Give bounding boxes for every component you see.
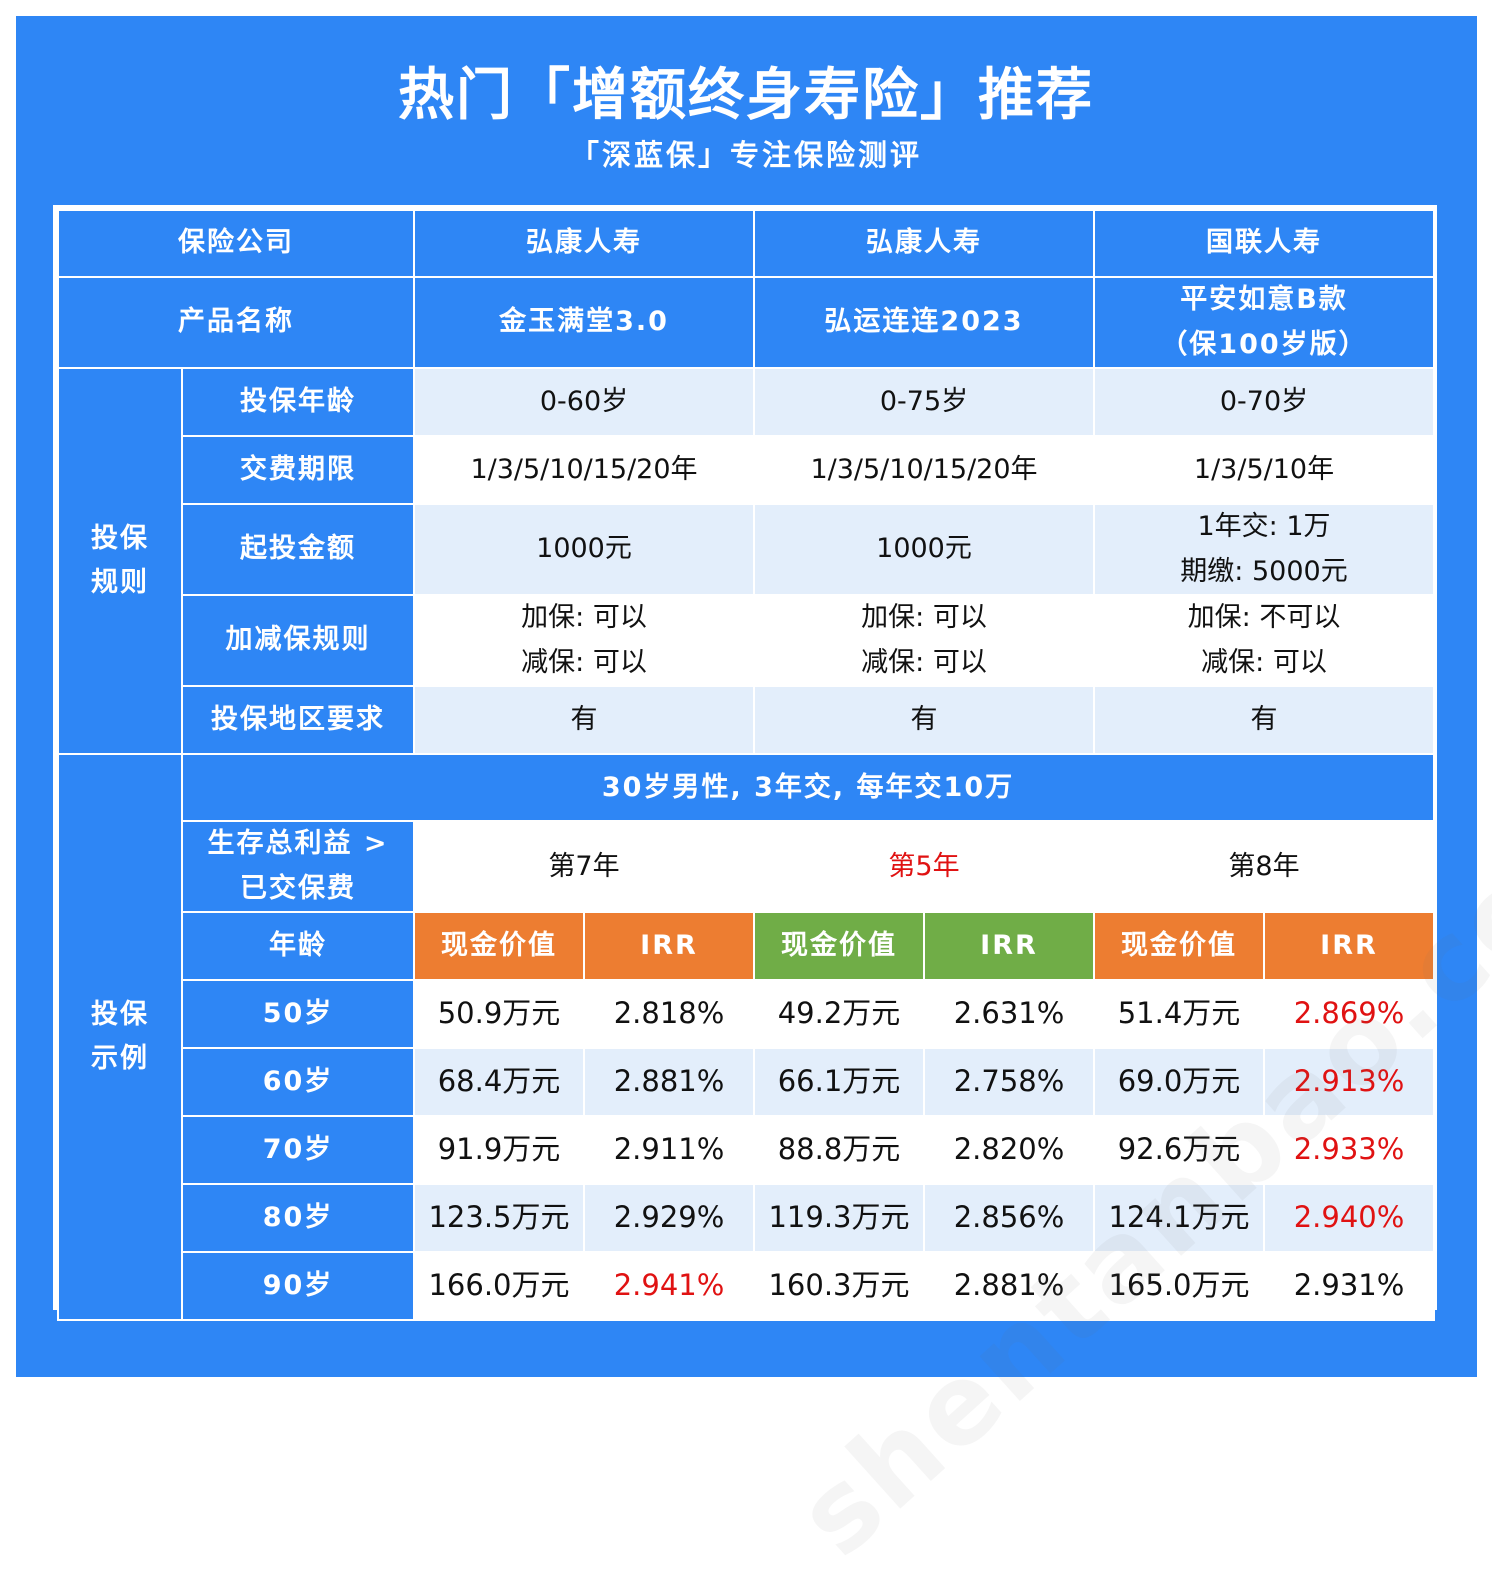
irr-cell-highlight: 2.869%: [1263, 979, 1435, 1050]
min-amount-label: 起投金额: [181, 503, 415, 597]
irr-cell-highlight: 2.940%: [1263, 1183, 1435, 1254]
irr-cell: 2.856%: [923, 1183, 1095, 1254]
cash-value-cell: 166.0万元: [413, 1251, 585, 1322]
irr-header-3: IRR: [1263, 911, 1435, 982]
irr-cell: 2.818%: [583, 979, 755, 1050]
irr-cell: 2.911%: [583, 1115, 755, 1186]
table-row: 交费期限 1/3/5/10/15/20年 1/3/5/10/15/20年 1/3…: [58, 435, 1435, 506]
cash-value-header-3: 现金价值: [1093, 911, 1265, 982]
table-row: 投保地区要求 有 有 有: [58, 685, 1435, 756]
age-value-2: 0-75岁: [753, 367, 1095, 438]
table-row: 90岁 166.0万元 2.941% 160.3万元 2.881% 165.0万…: [58, 1251, 1435, 1322]
breakeven-value-3: 第8年: [1093, 820, 1435, 914]
age-label: 投保年龄: [181, 367, 415, 438]
age-cell: 60岁: [181, 1047, 415, 1118]
age-cell: 50岁: [181, 979, 415, 1050]
irr-cell-highlight: 2.913%: [1263, 1047, 1435, 1118]
irr-cell-highlight: 2.933%: [1263, 1115, 1435, 1186]
age-value-1: 0-60岁: [413, 367, 755, 438]
adjust-value-3: 加保: 不可以 减保: 可以: [1093, 594, 1435, 688]
irr-header-1: IRR: [583, 911, 755, 982]
irr-cell: 2.631%: [923, 979, 1095, 1050]
region-label: 投保地区要求: [181, 685, 415, 756]
cash-value-cell: 160.3万元: [753, 1251, 925, 1322]
table-row: 保险公司 弘康人寿 弘康人寿 国联人寿: [57, 209, 1435, 278]
page-title: 热门「增额终身寿险」推荐: [398, 63, 1094, 128]
irr-header-2: IRR: [923, 911, 1095, 982]
region-value-2: 有: [753, 685, 1095, 756]
company-3: 国联人寿: [1093, 209, 1435, 278]
irr-cell: 2.758%: [923, 1047, 1095, 1118]
product-3-line2: （保100岁版）: [1160, 328, 1368, 360]
breakeven-value-1: 第7年: [413, 820, 755, 914]
adjust-label: 加减保规则: [181, 594, 415, 688]
breakeven-label: 生存总利益 > 已交保费: [181, 820, 415, 914]
cash-value-cell: 165.0万元: [1093, 1251, 1265, 1322]
min-amount-value-1: 1000元: [413, 503, 755, 597]
table-row: 投保 规则 投保年龄 0-60岁 0-75岁 0-70岁: [57, 367, 1435, 756]
cash-value-header-2: 现金价值: [753, 911, 925, 982]
example-group-label: 投保 示例: [57, 753, 183, 1322]
age-cell: 70岁: [181, 1115, 415, 1186]
age-value-3: 0-70岁: [1093, 367, 1435, 438]
irr-cell-highlight: 2.941%: [583, 1251, 755, 1322]
product-label: 产品名称: [57, 275, 415, 370]
product-1: 金玉满堂3.0: [413, 275, 755, 370]
table-row: 生存总利益 > 已交保费 第7年 第5年 第8年: [58, 820, 1435, 914]
cash-value-cell: 91.9万元: [413, 1115, 585, 1186]
cash-value-cell: 66.1万元: [753, 1047, 925, 1118]
cash-value-cell: 49.2万元: [753, 979, 925, 1050]
cash-value-header-1: 现金价值: [413, 911, 585, 982]
product-3: 平安如意B款 （保100岁版）: [1093, 275, 1435, 370]
age-column-header: 年龄: [181, 911, 415, 982]
table-row: 起投金额 1000元 1000元 1年交: 1万 期缴: 5000元: [58, 503, 1435, 597]
irr-cell: 2.931%: [1263, 1251, 1435, 1322]
region-value-3: 有: [1093, 685, 1435, 756]
payment-value-2: 1/3/5/10/15/20年: [753, 435, 1095, 506]
cash-value-cell: 69.0万元: [1093, 1047, 1265, 1118]
cash-value-cell: 124.1万元: [1093, 1183, 1265, 1254]
breakeven-value-2: 第5年: [753, 820, 1095, 914]
page-subtitle: 「深蓝保」专注保险测评: [569, 138, 922, 172]
rules-group-label: 投保 规则: [57, 367, 183, 756]
region-value-1: 有: [413, 685, 755, 756]
irr-cell: 2.881%: [583, 1047, 755, 1118]
age-cell: 80岁: [181, 1183, 415, 1254]
irr-cell: 2.820%: [923, 1115, 1095, 1186]
adjust-value-1: 加保: 可以 减保: 可以: [413, 594, 755, 688]
payment-label: 交费期限: [181, 435, 415, 506]
product-2: 弘运连连2023: [753, 275, 1095, 370]
irr-cell: 2.881%: [923, 1251, 1095, 1322]
company-1: 弘康人寿: [413, 209, 755, 278]
table-row: 50岁 50.9万元 2.818% 49.2万元 2.631% 51.4万元 2…: [58, 979, 1435, 1050]
table-row: 投保 示例 30岁男性, 3年交, 每年交10万: [57, 753, 1435, 1322]
cash-value-cell: 88.8万元: [753, 1115, 925, 1186]
age-cell: 90岁: [181, 1251, 415, 1322]
cash-value-cell: 92.6万元: [1093, 1115, 1265, 1186]
min-amount-value-2: 1000元: [753, 503, 1095, 597]
company-label: 保险公司: [57, 209, 415, 278]
company-2: 弘康人寿: [753, 209, 1095, 278]
cash-value-cell: 50.9万元: [413, 979, 585, 1050]
cash-value-cell: 51.4万元: [1093, 979, 1265, 1050]
irr-cell: 2.929%: [583, 1183, 755, 1254]
table-row: 产品名称 金玉满堂3.0 弘运连连2023 平安如意B款 （保100岁版）: [57, 275, 1435, 370]
scenario-banner: 30岁男性, 3年交, 每年交10万: [181, 753, 1435, 823]
payment-value-1: 1/3/5/10/15/20年: [413, 435, 755, 506]
table-row: 70岁 91.9万元 2.911% 88.8万元 2.820% 92.6万元 2…: [58, 1115, 1435, 1186]
table-row: 年龄 现金价值 IRR 现金价值 IRR 现金价值 IRR: [58, 911, 1435, 982]
min-amount-value-3: 1年交: 1万 期缴: 5000元: [1093, 503, 1435, 597]
cash-value-cell: 123.5万元: [413, 1183, 585, 1254]
cash-value-cell: 119.3万元: [753, 1183, 925, 1254]
adjust-value-2: 加保: 可以 减保: 可以: [753, 594, 1095, 688]
product-3-line1: 平安如意B款: [1180, 284, 1348, 315]
comparison-table-frame: 保险公司 弘康人寿 弘康人寿 国联人寿 产品名称 金玉满堂3.0 弘运连连202…: [53, 44, 1492, 1581]
payment-value-3: 1/3/5/10年: [1093, 435, 1435, 506]
table-row: 加减保规则 加保: 可以 减保: 可以 加保: 可以 减保: 可以 加保: 不可…: [58, 594, 1435, 688]
table-row: 80岁 123.5万元 2.929% 119.3万元 2.856% 124.1万…: [58, 1183, 1435, 1254]
cash-value-cell: 68.4万元: [413, 1047, 585, 1118]
comparison-table: 保险公司 弘康人寿 弘康人寿 国联人寿 产品名称 金玉满堂3.0 弘运连连202…: [57, 209, 1435, 1322]
table-row: 60岁 68.4万元 2.881% 66.1万元 2.758% 69.0万元 2…: [58, 1047, 1435, 1118]
